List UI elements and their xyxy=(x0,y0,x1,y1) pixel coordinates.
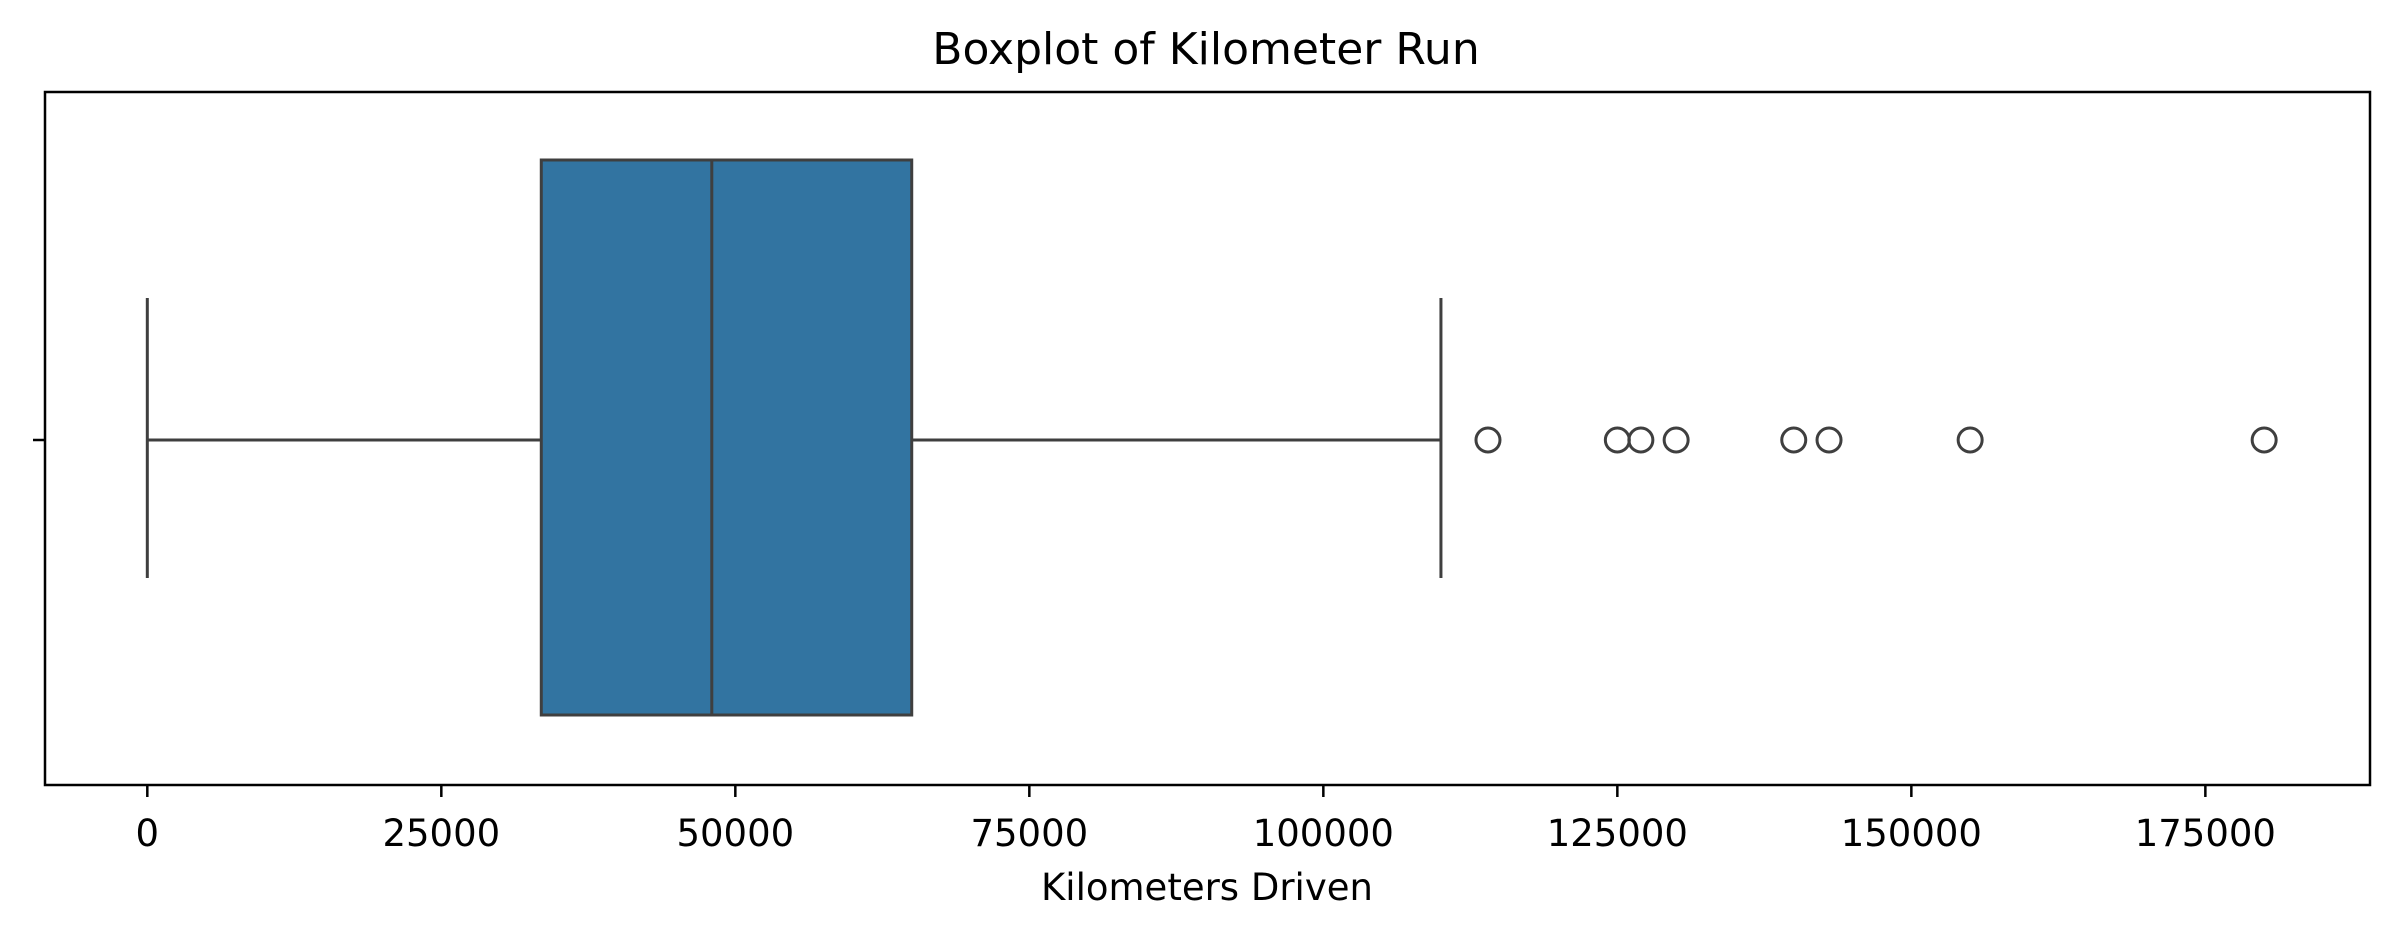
x-tick-label: 175000 xyxy=(2135,812,2276,855)
outlier-point xyxy=(2250,426,2278,454)
x-tick-label: 75000 xyxy=(970,812,1088,855)
x-axis-label: Kilometers Driven xyxy=(1041,866,1373,909)
plot-area-frame xyxy=(43,90,2372,787)
chart-title: Boxplot of Kilometer Run xyxy=(932,24,1479,75)
iqr-box xyxy=(539,158,914,717)
outlier-point xyxy=(1627,426,1655,454)
outlier-point xyxy=(1474,426,1502,454)
x-tick-label: 125000 xyxy=(1547,812,1688,855)
box-marks xyxy=(145,158,2278,717)
x-tick-label: 25000 xyxy=(382,812,500,855)
outlier-point xyxy=(1956,426,1984,454)
x-tick-label: 50000 xyxy=(676,812,794,855)
x-axis-ticks: 0 25000 50000 75000 100000 125000 150000 175000 xyxy=(136,785,2276,855)
x-tick-label: 0 xyxy=(136,812,160,855)
outlier-point xyxy=(1603,426,1631,454)
outlier-point xyxy=(1662,426,1690,454)
outlier-point xyxy=(1780,426,1808,454)
x-tick-label: 150000 xyxy=(1841,812,1982,855)
x-tick-label: 100000 xyxy=(1253,812,1394,855)
outlier-point xyxy=(1815,426,1843,454)
